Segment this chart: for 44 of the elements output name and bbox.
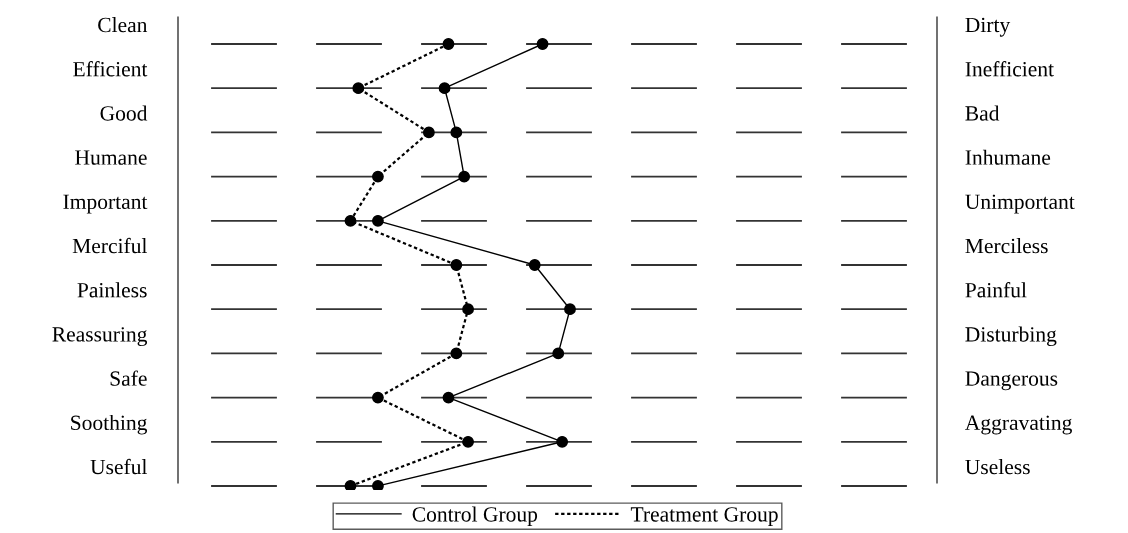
point (462, 435, 474, 448)
point (372, 214, 384, 227)
point (458, 170, 471, 183)
y2-tick-label: Disturbing (965, 326, 1057, 347)
y-tick-label: Useful (90, 458, 148, 475)
point (556, 435, 569, 448)
point (344, 214, 357, 227)
y-tick-label: Good (100, 105, 148, 121)
y-tick-label: Efficient (73, 61, 148, 77)
y2-tick-label: Inefficient (965, 61, 1054, 77)
point (352, 82, 365, 95)
y-tick-label: Merciful (72, 237, 148, 254)
point (564, 303, 576, 316)
y2-tick-label: Aggravating (964, 415, 1072, 435)
legend-label: Control Group (412, 506, 538, 527)
point (552, 347, 565, 360)
point (372, 391, 384, 404)
y-tick-label: Reassuring (52, 327, 148, 347)
point (528, 259, 541, 271)
y2-tick-label: Merciless (965, 238, 1048, 254)
point (442, 391, 455, 404)
y-tick-label: Important (63, 194, 148, 214)
y-tick-label: Safe (110, 370, 147, 386)
legend-label: Treatment Group (630, 507, 778, 527)
y-tick-label: Soothing (71, 414, 148, 435)
y2-tick-label: Dirty (965, 17, 1011, 37)
point (450, 259, 463, 271)
point (450, 347, 463, 360)
point (536, 38, 549, 50)
point (372, 170, 384, 183)
y-tick-label: Clean (98, 17, 148, 33)
point (442, 38, 455, 50)
y2-tick-label: Unimportant (965, 194, 1075, 214)
y2-tick-label: Inhumane (965, 149, 1051, 165)
y2-tick-label: Useless (965, 459, 1030, 475)
point (462, 303, 474, 316)
point (438, 82, 451, 95)
y2-tick-label: Painful (965, 282, 1027, 298)
y-tick-label: Painless (77, 282, 147, 298)
y2-tick-label: Dangerous (965, 371, 1058, 391)
point (450, 126, 463, 139)
y-tick-label: Humane (75, 150, 147, 165)
point (422, 126, 435, 139)
y2-tick-label: Bad (965, 105, 1000, 121)
